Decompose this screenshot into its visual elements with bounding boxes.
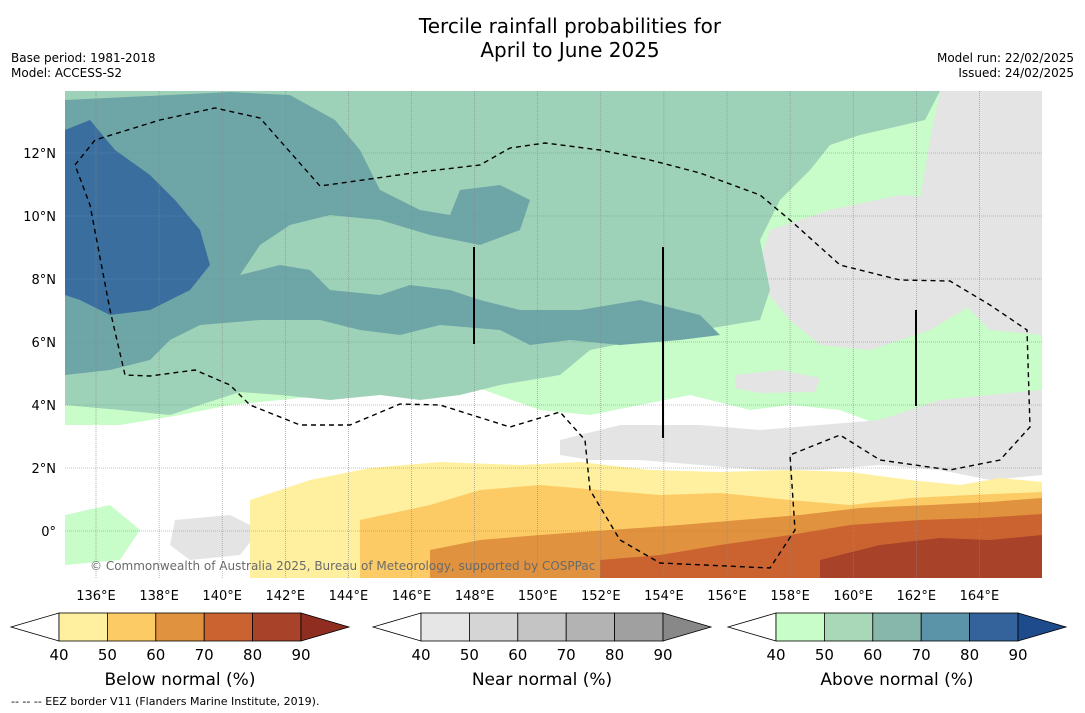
near-40-50-region-blob2 <box>735 370 820 393</box>
lon-label: 154°E <box>644 589 684 604</box>
map-field <box>65 91 1042 578</box>
colorbar-tick: 40 <box>49 646 68 664</box>
lon-label: 140°E <box>202 589 242 604</box>
above-40-50-region-small <box>65 505 140 565</box>
colorbar-tick: 50 <box>460 646 479 664</box>
colorbar-segment <box>203 612 253 642</box>
lon-label: 136°E <box>76 589 116 604</box>
near-40-50-region-east2 <box>760 195 1042 350</box>
below-80-90-region <box>820 535 1042 578</box>
colorbar-label: Near normal (%) <box>472 670 612 690</box>
latitude-labels: 12°N 10°N 8°N 6°N 4°N 2°N 0° <box>23 147 56 540</box>
eez-border-line <box>74 107 1031 569</box>
colorbar-over-arrow <box>662 612 713 642</box>
colorbar-tick: 90 <box>1008 646 1027 664</box>
colorbar-segment <box>775 612 825 642</box>
title-line-1: Tercile rainfall probabilities for <box>418 14 722 38</box>
meta-left: Base period: 1981-2018 Model: ACCESS-S2 <box>11 51 156 81</box>
colorbars: 40 50 60 70 80 90 Below normal (%) 40 50 60 70 80 90… <box>9 612 1068 690</box>
lat-label: 12°N <box>23 147 56 162</box>
issued-date: Issued: 24/02/2025 <box>958 66 1074 80</box>
title-line-2: April to June 2025 <box>480 38 660 62</box>
model-run: Model run: 22/02/2025 <box>936 51 1074 65</box>
colorbar-segment <box>420 612 470 642</box>
lat-label: 10°N <box>23 210 56 225</box>
lon-label: 156°E <box>707 589 747 604</box>
colorbar-1: 40 50 60 70 80 90 Near normal (%) <box>371 612 713 690</box>
map-title: Tercile rainfall probabilities for April… <box>0 14 1085 62</box>
above-60-70-region <box>65 92 720 375</box>
colorbar-tick: 80 <box>243 646 262 664</box>
colorbar-tick: 70 <box>912 646 931 664</box>
colorbar-tick: 90 <box>291 646 310 664</box>
model-name: Model: ACCESS-S2 <box>11 66 123 80</box>
colorbar-label: Below normal (%) <box>105 670 256 690</box>
colorbar-tick: 60 <box>146 646 165 664</box>
base-period: Base period: 1981-2018 <box>11 51 156 65</box>
colorbar-0: 40 50 60 70 80 90 Below normal (%) <box>9 612 351 690</box>
colorbar-label: Above normal (%) <box>820 670 973 690</box>
lat-label: 0° <box>41 525 56 540</box>
colorbar-segment <box>565 612 616 642</box>
colorbar-over-arrow <box>300 612 351 642</box>
colorbar-under-arrow <box>9 612 60 642</box>
lon-label: 144°E <box>329 589 369 604</box>
colorbar-tick: 70 <box>557 646 576 664</box>
lon-label: 152°E <box>581 589 621 604</box>
colorbar-segment <box>969 612 1019 642</box>
colorbar-segment <box>155 612 205 642</box>
colorbar-tick: 50 <box>98 646 117 664</box>
colorbar-segment <box>468 612 519 642</box>
lon-label: 158°E <box>770 589 810 604</box>
colorbar-segment <box>107 612 157 642</box>
lon-label: 148°E <box>455 589 495 604</box>
lon-label: 164°E <box>960 589 1000 604</box>
lon-label: 150°E <box>518 589 558 604</box>
copyright-notice: © Commonwealth of Australia 2025, Bureau… <box>90 559 595 573</box>
lon-label: 142°E <box>266 589 306 604</box>
colorbar-segment <box>58 612 108 642</box>
near-40-50-region-south <box>170 515 260 560</box>
colorbar-over-arrow <box>1017 612 1068 642</box>
colorbar-2: 40 50 60 70 80 90 Above normal (%) <box>726 612 1068 690</box>
colorbar-segment <box>824 612 874 642</box>
above-70-80-region-small <box>140 195 170 240</box>
colorbar-tick: 70 <box>195 646 214 664</box>
colorbar-tick: 60 <box>508 646 527 664</box>
colorbar-tick: 90 <box>653 646 672 664</box>
lat-label: 6°N <box>32 336 57 351</box>
colorbar-segment <box>614 612 664 642</box>
colorbar-segment <box>517 612 567 642</box>
colorbar-tick: 80 <box>960 646 979 664</box>
colorbar-segment <box>872 612 922 642</box>
lon-label: 162°E <box>897 589 937 604</box>
meta-right: Model run: 22/02/2025 Issued: 24/02/2025 <box>937 51 1074 81</box>
lat-label: 8°N <box>32 273 57 288</box>
lon-label: 138°E <box>139 589 179 604</box>
colorbar-tick: 50 <box>815 646 834 664</box>
near-40-50-region-mid <box>560 390 1042 480</box>
lat-label: 2°N <box>32 462 57 477</box>
colorbar-under-arrow <box>371 612 422 642</box>
lon-label: 146°E <box>392 589 432 604</box>
colorbar-tick: 40 <box>411 646 430 664</box>
lon-label: 160°E <box>833 589 873 604</box>
eez-footnote: -- -- -- EEZ border V11 (Flanders Marine… <box>11 695 320 708</box>
colorbar-segment <box>252 612 302 642</box>
colorbar-segment <box>920 612 971 642</box>
colorbar-under-arrow <box>726 612 777 642</box>
gridlines <box>65 91 1042 578</box>
colorbar-tick: 60 <box>863 646 882 664</box>
colorbar-tick: 40 <box>766 646 785 664</box>
longitude-labels: 136°E 138°E 140°E 142°E 144°E 146°E 148°E 150°E… <box>76 589 999 604</box>
lat-label: 4°N <box>32 399 57 414</box>
colorbar-tick: 80 <box>605 646 624 664</box>
